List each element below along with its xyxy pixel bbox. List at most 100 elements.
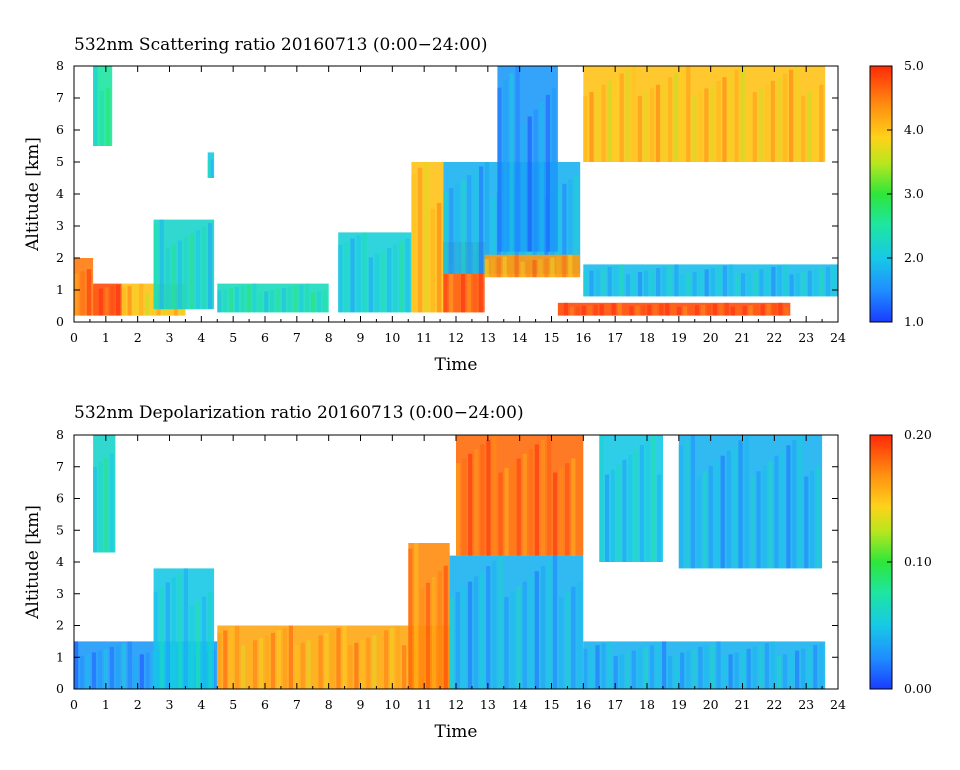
- heatmap-speckle: [753, 270, 758, 297]
- heatmap-speckle: [686, 273, 691, 297]
- y-tick-label: 0: [56, 314, 64, 329]
- heatmap-speckle: [408, 548, 413, 689]
- x-tick-label: 17: [607, 330, 623, 345]
- heatmap-layer: [74, 66, 838, 316]
- heatmap-speckle: [153, 591, 158, 689]
- heatmap-speckle: [165, 247, 170, 310]
- heatmap-speckle: [496, 257, 501, 278]
- heatmap-speckle: [653, 304, 658, 316]
- y-tick-label: 6: [56, 122, 64, 137]
- heatmap-speckle: [655, 84, 661, 162]
- heatmap-speckle: [98, 462, 103, 553]
- heatmap-speckle: [750, 476, 755, 569]
- x-tick-label: 20: [703, 330, 719, 345]
- heatmap-speckle: [474, 449, 479, 556]
- heatmap-speckle: [520, 261, 525, 278]
- x-tick-label: 23: [798, 697, 814, 712]
- heatmap-speckle: [766, 303, 771, 316]
- heatmap-speckle: [722, 77, 727, 162]
- heatmap-speckle: [583, 271, 588, 297]
- heatmap-speckle: [455, 183, 460, 274]
- heatmap-speckle: [374, 254, 380, 313]
- heatmap-speckle: [613, 265, 618, 297]
- heatmap-speckle: [217, 632, 222, 689]
- heatmap-speckle: [103, 648, 108, 689]
- heatmap-speckle: [443, 192, 448, 274]
- x-tick-label: 21: [735, 697, 751, 712]
- heatmap-speckle: [504, 597, 509, 689]
- heatmap-speckle: [127, 286, 132, 316]
- heatmap-speckle: [780, 450, 785, 569]
- heatmap-speckle: [559, 597, 564, 689]
- x-tick-label: 17: [607, 697, 623, 712]
- heatmap-speckle: [449, 597, 454, 689]
- chart-title: 532nm Scattering ratio 20160713 (0:00−24…: [74, 35, 488, 55]
- heatmap-speckle: [467, 581, 473, 689]
- heatmap-speckle: [229, 628, 234, 689]
- heatmap-speckle: [246, 284, 251, 313]
- heatmap-speckle: [601, 84, 606, 162]
- heatmap-speckle: [589, 646, 594, 689]
- heatmap-speckle: [742, 305, 747, 316]
- heatmap-speckle: [810, 471, 815, 569]
- heatmap-speckle: [623, 306, 628, 316]
- heatmap-speckle: [159, 587, 164, 689]
- heatmap-speckle: [760, 304, 765, 316]
- heatmap-speckle: [569, 306, 574, 316]
- heatmap-speckle: [734, 69, 739, 162]
- heatmap-speckle: [577, 581, 582, 689]
- heatmap-speckle: [710, 643, 715, 689]
- colorbar-tick-label: 3.0: [904, 186, 924, 201]
- heatmap-speckle: [104, 287, 109, 316]
- x-tick-label: 7: [293, 697, 301, 712]
- heatmap-speckle: [728, 654, 733, 689]
- heatmap-speckle: [770, 80, 775, 162]
- x-tick-label: 23: [798, 330, 814, 345]
- heatmap-speckle: [490, 196, 496, 274]
- heatmap-speckle: [510, 463, 515, 556]
- heatmap-speckle: [692, 648, 697, 689]
- heatmap-speckle: [461, 179, 466, 274]
- heatmap-speckle: [643, 92, 648, 162]
- x-tick-label: 24: [830, 697, 846, 712]
- heatmap-speckle: [324, 632, 329, 689]
- heatmap-speckle: [223, 630, 228, 689]
- heatmap-speckle: [417, 167, 423, 313]
- heatmap-speckle: [461, 586, 467, 689]
- heatmap-speckle: [643, 646, 648, 689]
- heatmap-speckle: [145, 652, 150, 689]
- heatmap-speckle: [662, 266, 667, 297]
- heatmap-speckle: [568, 254, 573, 278]
- heatmap-speckle: [813, 88, 818, 162]
- heatmap-speckle: [589, 270, 594, 297]
- heatmap-speckle: [449, 263, 454, 313]
- heatmap-speckle: [348, 645, 353, 689]
- heatmap-speckle: [121, 643, 126, 689]
- x-tick-label: 8: [325, 697, 333, 712]
- x-tick-label: 18: [639, 330, 655, 345]
- y-tick-label: 1: [56, 282, 64, 297]
- heatmap-speckle: [312, 637, 317, 689]
- heatmap-speckle: [133, 656, 138, 689]
- heatmap-speckle: [195, 601, 201, 689]
- x-tick-label: 14: [512, 330, 528, 345]
- heatmap-speckle: [605, 474, 610, 562]
- heatmap-speckle: [98, 288, 103, 316]
- heatmap-speckle: [344, 241, 349, 313]
- heatmap-speckle: [607, 641, 612, 689]
- heatmap-speckle: [639, 444, 644, 562]
- heatmap-speckle: [577, 453, 582, 556]
- colorbar-tick-label: 2.0: [904, 250, 924, 265]
- y-tick-label: 0: [56, 681, 64, 696]
- heatmap-speckle: [734, 274, 740, 297]
- heatmap-speckle: [121, 287, 126, 316]
- heatmap-speckle: [414, 543, 419, 689]
- heatmap-speckle: [393, 244, 398, 313]
- heatmap-speckle: [402, 645, 407, 689]
- heatmap-speckle: [127, 641, 132, 689]
- heatmap-speckle: [589, 92, 594, 162]
- colorbar-tick-label: 0.10: [904, 554, 932, 569]
- heatmap-speckle: [674, 73, 679, 162]
- heatmap-cell: [583, 641, 826, 689]
- heatmap-speckle: [647, 304, 652, 316]
